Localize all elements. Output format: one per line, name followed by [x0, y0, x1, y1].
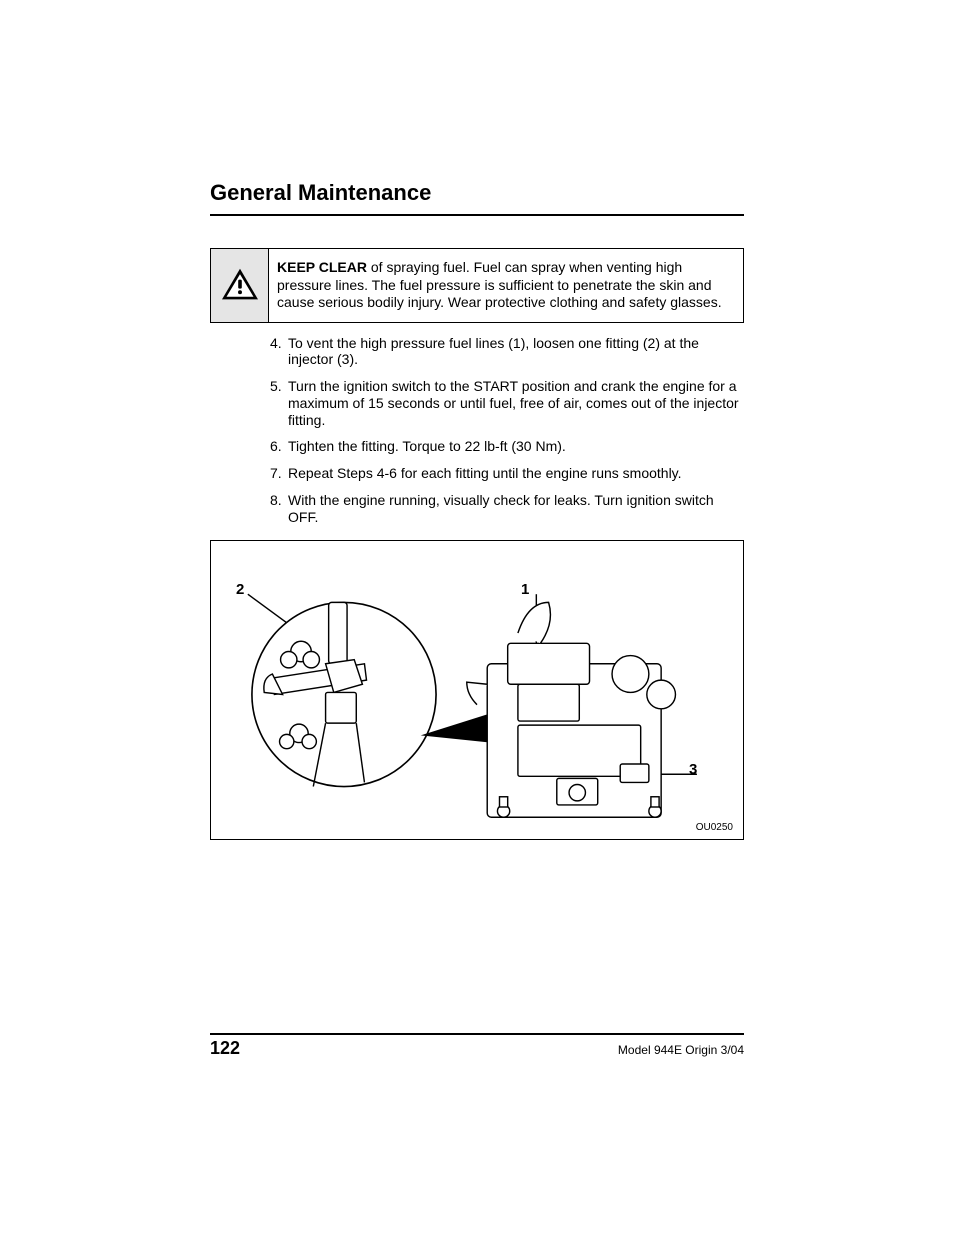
step-number: 8.	[270, 492, 282, 509]
footer-meta: Model 944E Origin 3/04	[618, 1043, 744, 1057]
step-item: 6. Tighten the fitting. Torque to 22 lb-f…	[270, 438, 744, 455]
step-item: 4. To vent the high pressure fuel lines (…	[270, 335, 744, 369]
page-title: General Maintenance	[210, 180, 744, 206]
page-number: 122	[210, 1038, 240, 1059]
step-item: 8. With the engine running, visually chec…	[270, 492, 744, 526]
figure-callout-1: 1	[521, 581, 529, 598]
step-number: 6.	[270, 438, 282, 455]
warning-lead: KEEP CLEAR	[277, 259, 367, 275]
figure-callout-2: 2	[236, 581, 244, 598]
figure-id: OU0250	[696, 822, 733, 833]
steps-list: 4. To vent the high pressure fuel lines (…	[210, 335, 744, 526]
step-text: Repeat Steps 4-6 for each fitting until …	[288, 465, 682, 481]
step-number: 5.	[270, 378, 282, 395]
step-item: 7. Repeat Steps 4-6 for each fitting unti…	[270, 465, 744, 482]
title-block: General Maintenance	[210, 180, 744, 216]
step-number: 7.	[270, 465, 282, 482]
footer-rule	[210, 1033, 744, 1035]
step-text: To vent the high pressure fuel lines (1)…	[288, 335, 699, 368]
footer: 122 Model 944E Origin 3/04	[210, 1038, 744, 1059]
figure-illustration	[211, 541, 743, 848]
figure: 2 1 3 OU0250	[210, 540, 744, 840]
step-text: Turn the ignition switch to the START po…	[288, 378, 739, 428]
warning-box: KEEP CLEAR of spraying fuel. Fuel can sp…	[210, 248, 744, 323]
step-item: 5. Turn the ignition switch to the START …	[270, 378, 744, 428]
step-text: With the engine running, visually check …	[288, 492, 714, 525]
step-text: Tighten the fitting. Torque to 22 lb-ft …	[288, 438, 566, 454]
page: General Maintenance KEEP CLEAR of sprayi…	[0, 0, 954, 1235]
figure-callout-3: 3	[689, 761, 697, 778]
warning-icon-cell	[211, 249, 269, 322]
warning-text: KEEP CLEAR of spraying fuel. Fuel can sp…	[269, 249, 743, 322]
step-number: 4.	[270, 335, 282, 352]
warning-triangle-icon	[220, 267, 260, 303]
